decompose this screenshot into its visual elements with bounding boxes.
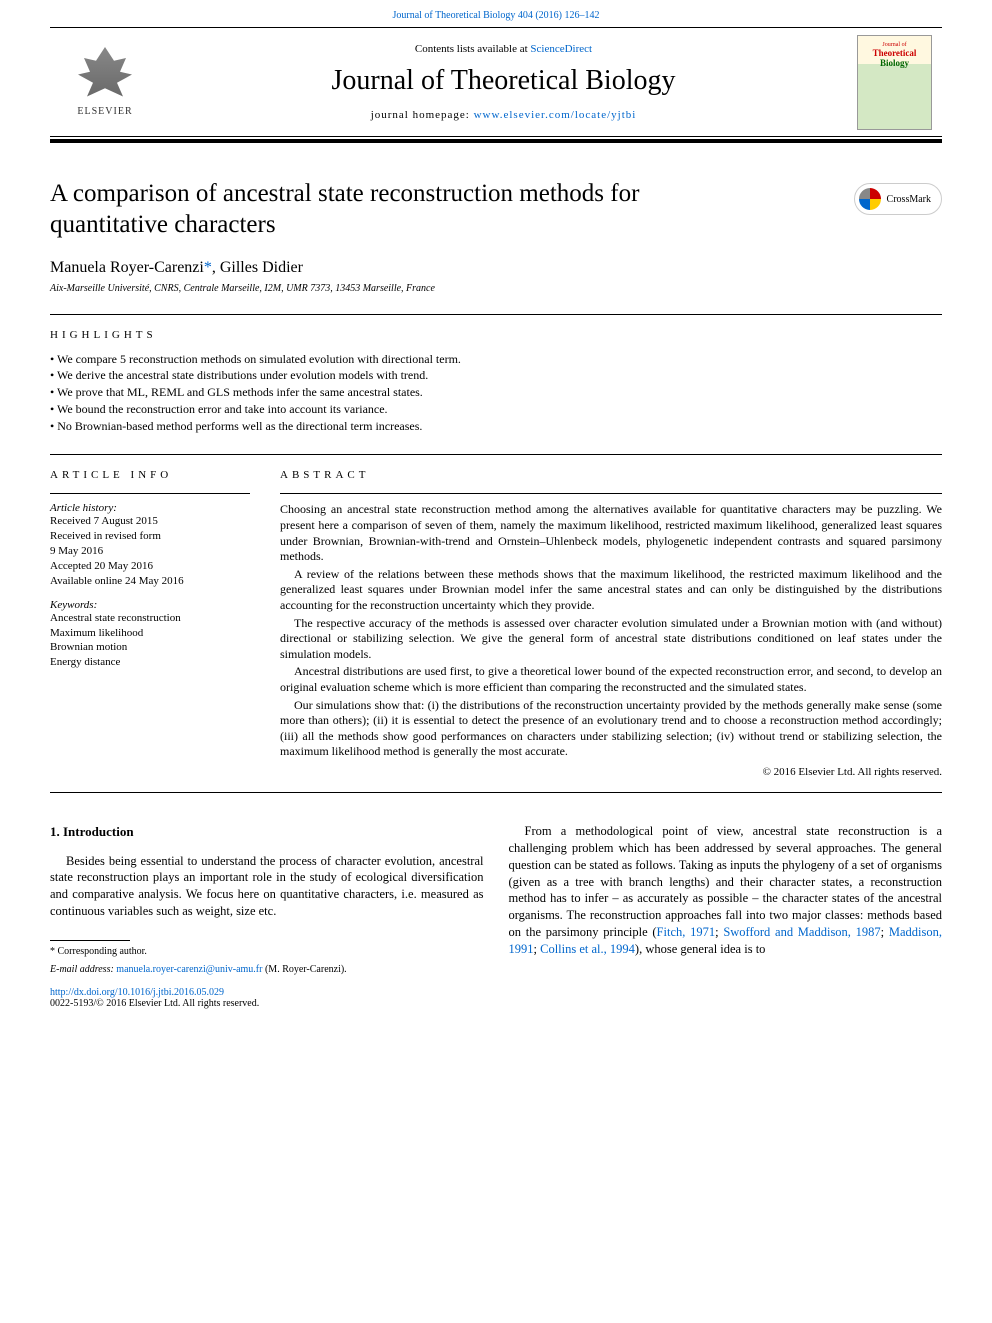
history-item: Received in revised form: [50, 529, 250, 544]
footnote-rule: [50, 940, 130, 941]
rule-3: [50, 792, 942, 793]
elsevier-tree-icon: [75, 47, 135, 102]
copyright: © 2016 Elsevier Ltd. All rights reserved…: [280, 766, 942, 778]
keyword-item: Maximum likelihood: [50, 626, 250, 641]
publisher-name: ELSEVIER: [77, 106, 132, 117]
body-col-right: From a methodological point of view, anc…: [509, 823, 943, 977]
paper-title: A comparison of ancestral state reconstr…: [50, 178, 750, 241]
history-item: Accepted 20 May 2016: [50, 559, 250, 574]
cover-line2: Theoretical: [873, 48, 917, 58]
footnote-email: E-mail address: manuela.royer-carenzi@un…: [50, 963, 484, 977]
rule-2: [50, 454, 942, 455]
title-block: CrossMark A comparison of ancestral stat…: [50, 178, 942, 241]
abstract-para: Our simulations show that: (i) the distr…: [280, 698, 942, 760]
history-label: Article history:: [50, 502, 250, 514]
email-label: E-mail address:: [50, 964, 116, 975]
highlight-item: We compare 5 reconstruction methods on s…: [50, 351, 942, 368]
email-link[interactable]: manuela.royer-carenzi@univ-amu.fr: [116, 964, 262, 975]
abstract-para: A review of the relations between these …: [280, 567, 942, 614]
homepage-line: journal homepage: www.elsevier.com/locat…: [150, 109, 857, 121]
body-col-left: 1. Introduction Besides being essential …: [50, 823, 484, 977]
homepage-link[interactable]: www.elsevier.com/locate/yjtbi: [474, 109, 637, 121]
abstract-rule: [280, 493, 942, 494]
rule-1: [50, 314, 942, 315]
header-underline: [50, 139, 942, 143]
intro-text-a: From a methodological point of view, anc…: [509, 824, 943, 939]
doi-block: http://dx.doi.org/10.1016/j.jtbi.2016.05…: [50, 987, 942, 1009]
journal-header: ELSEVIER Contents lists available at Sci…: [50, 27, 942, 137]
sciencedirect-link[interactable]: ScienceDirect: [530, 43, 592, 55]
highlights-label: HIGHLIGHTS: [50, 329, 942, 341]
issn-copyright: 0022-5193/© 2016 Elsevier Ltd. All right…: [50, 998, 259, 1009]
keyword-item: Energy distance: [50, 655, 250, 670]
citation-link[interactable]: Fitch, 1971: [657, 925, 716, 939]
cover-line3: Biology: [880, 58, 909, 68]
keyword-item: Ancestral state reconstruction: [50, 611, 250, 626]
elsevier-logo: ELSEVIER: [60, 37, 150, 127]
crossmark-badge[interactable]: CrossMark: [854, 183, 942, 215]
history-item: 9 May 2016: [50, 544, 250, 559]
journal-name: Journal of Theoretical Biology: [150, 65, 857, 97]
highlights-list: We compare 5 reconstruction methods on s…: [50, 351, 942, 435]
body-columns: 1. Introduction Besides being essential …: [50, 823, 942, 977]
doi-link[interactable]: http://dx.doi.org/10.1016/j.jtbi.2016.05…: [50, 987, 224, 998]
info-abstract-row: ARTICLE INFO Article history: Received 7…: [50, 469, 942, 778]
article-info: ARTICLE INFO Article history: Received 7…: [50, 469, 250, 778]
corresponding-star[interactable]: *: [204, 259, 212, 276]
citation-link[interactable]: Swofford and Maddison, 1987: [723, 925, 880, 939]
keyword-item: Brownian motion: [50, 640, 250, 655]
journal-cover-thumbnail: Journal of Theoretical Biology: [857, 35, 932, 130]
contents-line: Contents lists available at ScienceDirec…: [150, 43, 857, 55]
top-citation: Journal of Theoretical Biology 404 (2016…: [0, 0, 992, 27]
intro-para-2: From a methodological point of view, anc…: [509, 823, 943, 958]
abstract-para: The respective accuracy of the methods i…: [280, 616, 942, 663]
section-heading-intro: 1. Introduction: [50, 823, 484, 841]
highlight-item: We bound the reconstruction error and ta…: [50, 401, 942, 418]
abstract: ABSTRACT Choosing an ancestral state rec…: [280, 469, 942, 778]
history-item: Received 7 August 2015: [50, 514, 250, 529]
header-center: Contents lists available at ScienceDirec…: [150, 43, 857, 121]
crossmark-label: CrossMark: [887, 194, 931, 205]
footnote-corresponding: * Corresponding author.: [50, 945, 484, 959]
abstract-para: Ancestral distributions are used first, …: [280, 664, 942, 695]
abstract-para: Choosing an ancestral state reconstructi…: [280, 502, 942, 564]
history-item: Available online 24 May 2016: [50, 574, 250, 589]
article-info-label: ARTICLE INFO: [50, 469, 250, 481]
contents-prefix: Contents lists available at: [415, 43, 530, 55]
info-rule: [50, 493, 250, 494]
highlight-item: No Brownian-based method performs well a…: [50, 418, 942, 435]
crossmark-icon: [859, 188, 881, 210]
intro-text-b: ), whose general idea is to: [635, 942, 766, 956]
email-suffix: (M. Royer-Carenzi).: [262, 964, 346, 975]
highlight-item: We derive the ancestral state distributi…: [50, 367, 942, 384]
abstract-label: ABSTRACT: [280, 469, 942, 481]
keywords-label: Keywords:: [50, 599, 250, 611]
authors: Manuela Royer-Carenzi*, Gilles Didier: [50, 259, 942, 277]
affiliation: Aix-Marseille Université, CNRS, Centrale…: [50, 283, 942, 294]
author-1: Manuela Royer-Carenzi: [50, 259, 204, 276]
author-2: , Gilles Didier: [212, 259, 303, 276]
citation-link[interactable]: Collins et al., 1994: [540, 942, 635, 956]
intro-para-1: Besides being essential to understand th…: [50, 853, 484, 921]
highlight-item: We prove that ML, REML and GLS methods i…: [50, 384, 942, 401]
top-citation-link[interactable]: Journal of Theoretical Biology 404 (2016…: [392, 10, 599, 21]
homepage-prefix: journal homepage:: [371, 109, 474, 121]
